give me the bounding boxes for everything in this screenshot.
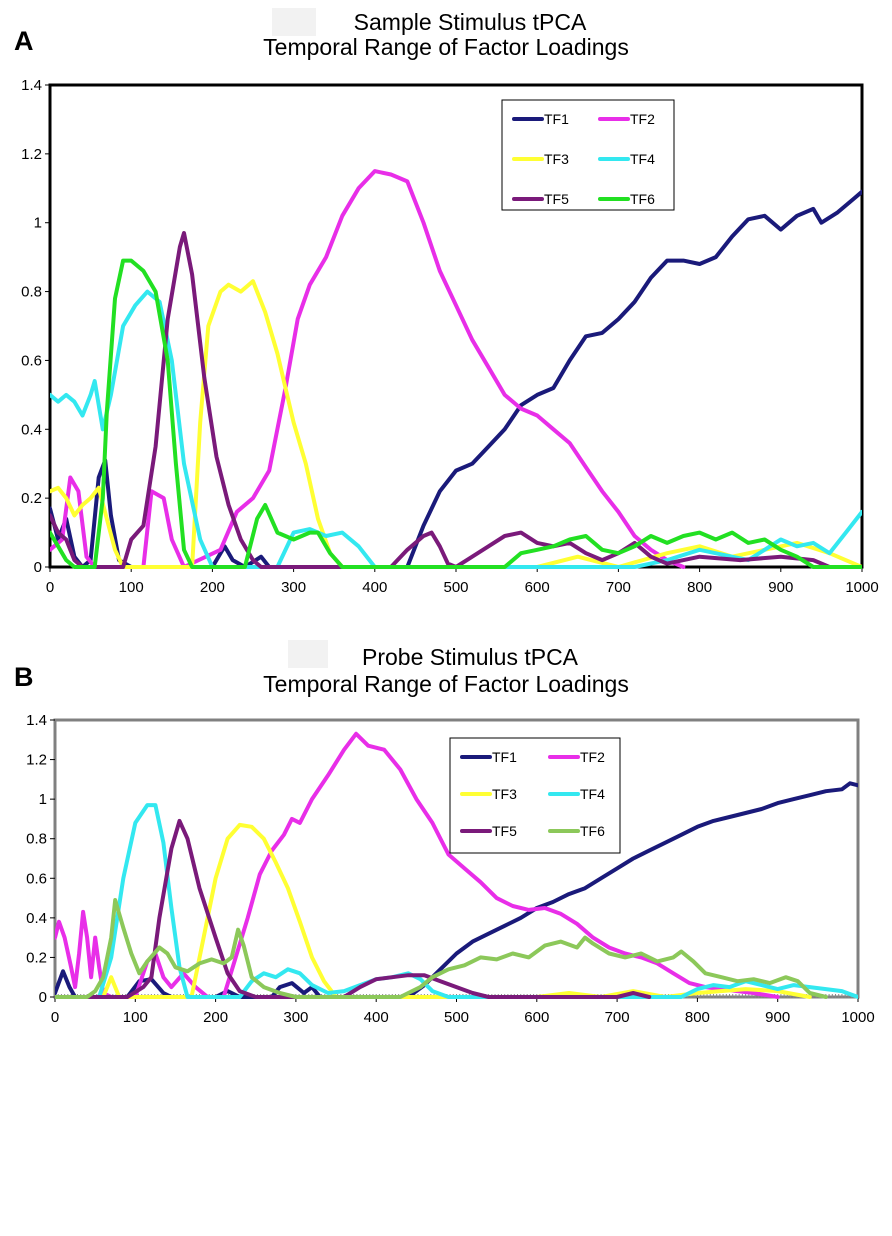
panel-b-legend-label-tf3: TF3 (492, 786, 517, 802)
panel-b-y-tick-label: 1.4 (26, 712, 47, 729)
panel-b-y-tick-label: 0.4 (26, 910, 47, 927)
panel-a-legend-label-tf1: TF1 (544, 111, 569, 127)
panel-a-legend-label-tf5: TF5 (544, 191, 569, 207)
panel-a-x-tick-label: 900 (768, 579, 793, 596)
panel-a-y-tick-label: 1.2 (21, 146, 42, 163)
panel-b-legend-label-tf4: TF4 (580, 786, 605, 802)
panel-a-plot-frame (48, 83, 864, 569)
panel-a-legend-label-tf2: TF2 (630, 111, 655, 127)
panel-a-legend-label-tf6: TF6 (630, 191, 655, 207)
panel-b-label: B (14, 662, 34, 692)
panel-a-x-tick-label: 200 (200, 579, 225, 596)
panel-b-x-tick-label: 700 (605, 1009, 630, 1026)
panel-a-legend-label-tf3: TF3 (544, 151, 569, 167)
panel-a-series-tf6 (50, 258, 862, 569)
panel-b-title: Probe Stimulus tPCA (362, 644, 579, 670)
panel-a-legend-label-tf4: TF4 (630, 151, 655, 167)
panel-a-series-tf4 (50, 289, 862, 569)
panel-b-series-tf4 (55, 803, 858, 999)
panel-b-legend-label-tf6: TF6 (580, 823, 605, 839)
panel-b-x-tick-label: 200 (203, 1009, 228, 1026)
panel-a-title-placeholder-box (272, 8, 316, 36)
panel-b-plot: 0 0.2 0.4 0.6 0.8 1 1.2 1.4 0 100 200 300 400 500 600 7… (26, 712, 875, 1026)
panel-a-title: Sample Stimulus tPCA (354, 9, 587, 35)
panel-b-legend-label-tf5: TF5 (492, 823, 517, 839)
panel-a-x-tick-label: 100 (119, 579, 144, 596)
panel-b-y-tick-label: 1.2 (26, 752, 47, 769)
panel-b-x-tick-label: 1000 (841, 1009, 874, 1026)
panel-b-series-tf6 (55, 898, 828, 999)
panel-a-y-tick-label: 1.4 (21, 77, 42, 94)
panel-b-x-tick-label: 0 (51, 1009, 59, 1026)
panel-a-label: A (14, 26, 34, 56)
panel-a-x-tick-label: 300 (281, 579, 306, 596)
panel-b-y-tick-label: 1 (39, 791, 47, 808)
panel-b-y-tick-label: 0.2 (26, 949, 47, 966)
panel-b-y-tick-label: 0 (39, 989, 47, 1006)
panel-a-x-tick-label: 600 (525, 579, 550, 596)
panel-b-x-tick-label: 900 (765, 1009, 790, 1026)
panel-a-x-tick-label: 0 (46, 579, 54, 596)
panel-b-title-placeholder-box (288, 640, 328, 668)
panel-a-subtitle: Temporal Range of Factor Loadings (263, 34, 629, 60)
panel-a-y-tick-label: 0 (34, 559, 42, 576)
panel-b-subtitle: Temporal Range of Factor Loadings (263, 671, 629, 697)
panel-a-y-tick-label: 0.4 (21, 421, 42, 438)
panel-a-x-tick-label: 700 (606, 579, 631, 596)
panel-b-legend-label-tf2: TF2 (580, 749, 605, 765)
panel-b-y-tick-label: 0.8 (26, 831, 47, 848)
panel-a-series-tf3 (50, 279, 862, 569)
panel-b-x-tick-label: 300 (283, 1009, 308, 1026)
panel-a-y-tick-label: 0.2 (21, 490, 42, 507)
panel-a-series-tf2 (50, 169, 686, 569)
panel-a-x-tick-label: 400 (362, 579, 387, 596)
panel-a-series-tf1 (50, 189, 862, 569)
panel-b-x-tick-label: 800 (685, 1009, 710, 1026)
panel-a-x-tick-label: 800 (687, 579, 712, 596)
panel-a-x-tick-label: 1000 (845, 579, 878, 596)
panel-a-x-tick-label: 500 (443, 579, 468, 596)
panel-b-x-tick-label: 600 (524, 1009, 549, 1026)
panel-b-x-tick-label: 100 (123, 1009, 148, 1026)
panel-a-series-tf5 (50, 231, 832, 569)
panel-b-legend-label-tf1: TF1 (492, 749, 517, 765)
panel-b-x-tick-label: 500 (444, 1009, 469, 1026)
panel-b-series-tf2 (55, 731, 780, 999)
panel-a-y-tick-label: 1 (34, 215, 42, 232)
panel-b-x-tick-label: 400 (364, 1009, 389, 1026)
panel-a-plot: 0 0.2 0.4 0.6 0.8 1 1.2 1.4 0 100 200 300 400 500 600 7… (21, 77, 879, 596)
panel-b-y-tick-label: 0.6 (26, 870, 47, 887)
panel-a-y-tick-label: 0.6 (21, 352, 42, 369)
panel-a-y-tick-label: 0.8 (21, 284, 42, 301)
